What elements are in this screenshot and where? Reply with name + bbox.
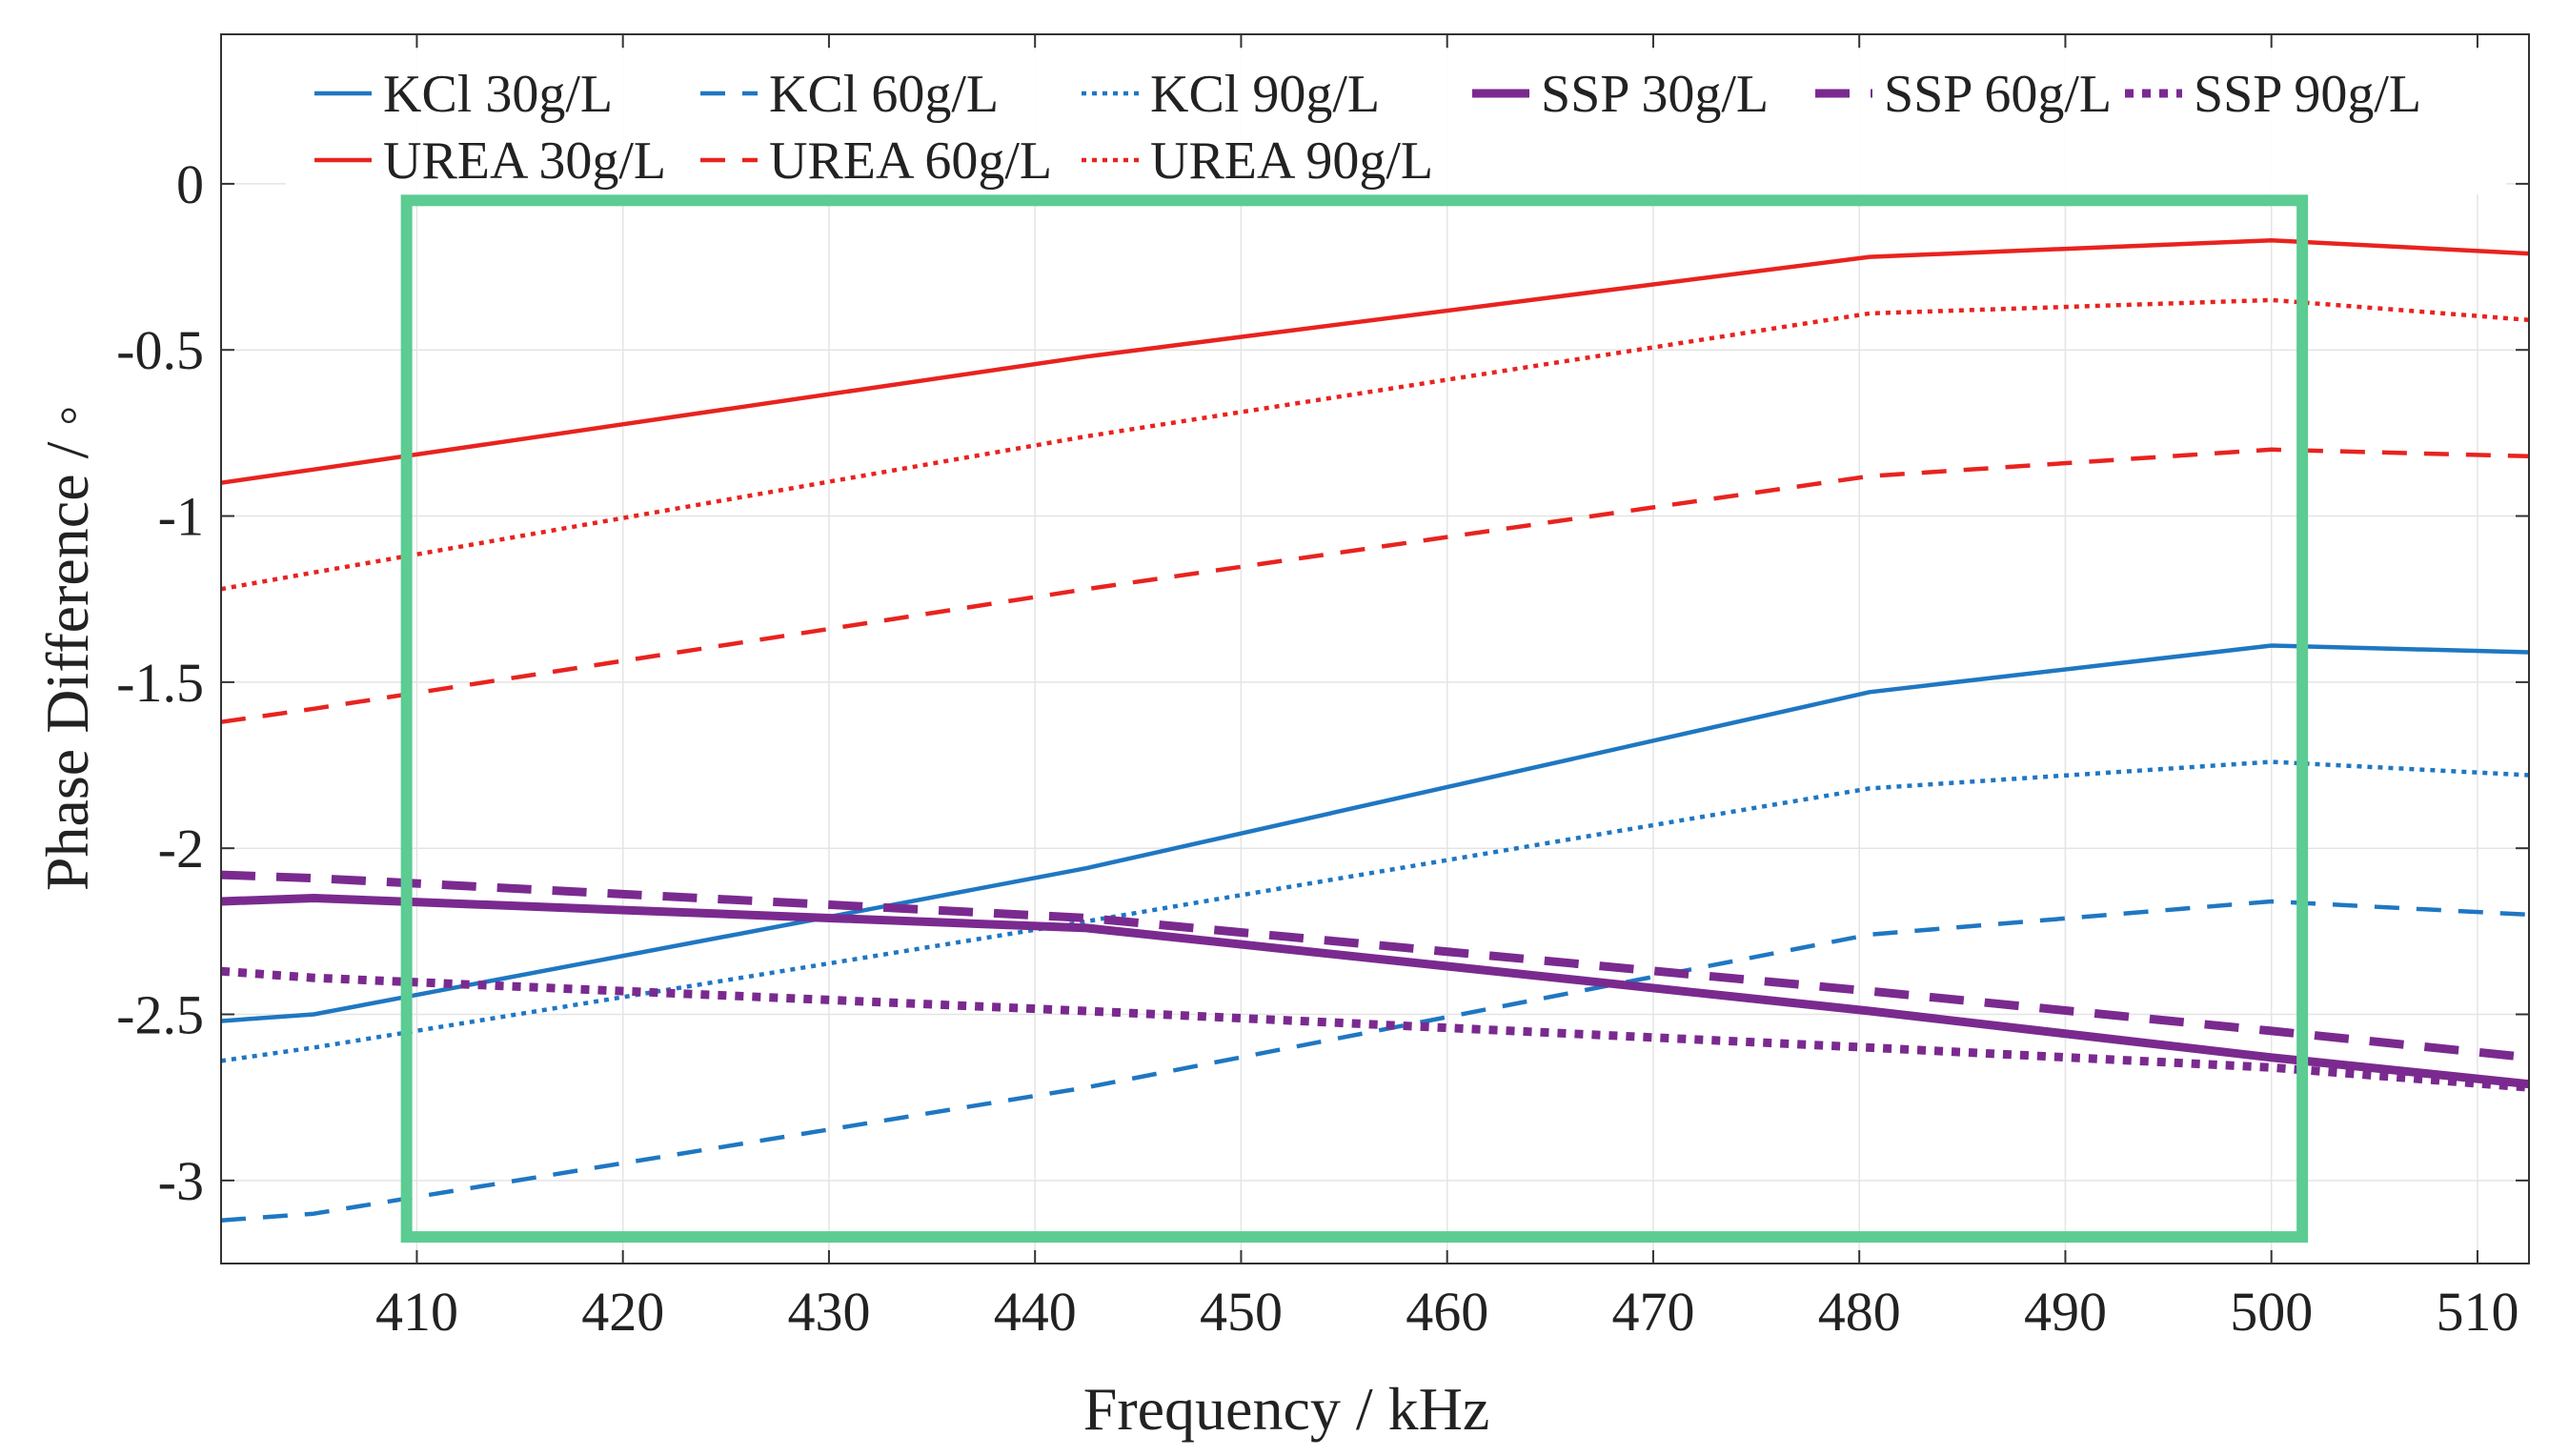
series-line-urea-60g-l [220, 447, 2530, 724]
legend-label: KCl 30g/L [383, 65, 613, 124]
plot-frame [220, 33, 2530, 1264]
x-tick-label: 410 [375, 1281, 458, 1343]
x-tick-label: 450 [1200, 1281, 1283, 1343]
y-tick-labels: 0 -0.5 -1 -1.5 -2 -2.5 -3 [116, 153, 204, 1212]
legend-background [286, 50, 2506, 194]
legend-label: KCl 60g/L [769, 65, 999, 124]
legend-label: UREA 60g/L [769, 131, 1052, 191]
x-tick-label: 470 [1611, 1281, 1694, 1343]
x-tick-label: 420 [581, 1281, 664, 1343]
x-axis-title: Frequency / kHz [1083, 1375, 1490, 1443]
series-line-ssp-30g-l [220, 894, 2530, 1089]
series-line-urea-30g-l [220, 237, 2530, 485]
y-tick-label: -0.5 [116, 319, 204, 381]
x-tick-labels: 410 420 430 440 450 460 470 480 490 500 510 [375, 1281, 2519, 1343]
x-tick-label: 500 [2230, 1281, 2313, 1343]
x-tick-label: 510 [2436, 1281, 2519, 1343]
annotations [400, 194, 2309, 1244]
x-tick-label: 440 [994, 1281, 1077, 1343]
series-line-kcl-90g-l [220, 759, 2530, 1063]
highlight-rectangle [400, 194, 2309, 1244]
x-tick-label: 460 [1406, 1281, 1488, 1343]
series-line-kcl-30g-l [220, 643, 2530, 1023]
y-axis-title: Phase Difference / ◦ [33, 405, 101, 891]
legend: KCl 30g/L KCl 60g/L KCl 90g/L SSP 30g/L SSP … [286, 50, 2506, 194]
y-tick-label: 0 [176, 153, 204, 215]
y-tick-label: -2 [158, 818, 204, 880]
series-line-kcl-60g-l [220, 899, 2530, 1223]
legend-label: UREA 30g/L [383, 131, 666, 191]
y-tick-label: -1 [158, 486, 204, 548]
x-tick-label: 480 [1818, 1281, 1901, 1343]
legend-label: SSP 30g/L [1541, 65, 1769, 124]
y-tick-label: -3 [158, 1150, 204, 1212]
x-tick-label: 490 [2024, 1281, 2107, 1343]
legend-label: SSP 60g/L [1884, 65, 2112, 124]
series-lines [220, 237, 2530, 1223]
plot-background [221, 34, 2529, 1264]
legend-label: UREA 90g/L [1150, 131, 1433, 191]
x-tick-label: 430 [787, 1281, 870, 1343]
legend-label: SSP 90g/L [2194, 65, 2421, 124]
y-tick-label: -1.5 [116, 652, 204, 714]
series-line-ssp-90g-l [220, 966, 2530, 1092]
series-line-ssp-60g-l [220, 870, 2530, 1062]
y-tick-label: -2.5 [116, 984, 204, 1046]
legend-label: KCl 90g/L [1150, 65, 1380, 124]
